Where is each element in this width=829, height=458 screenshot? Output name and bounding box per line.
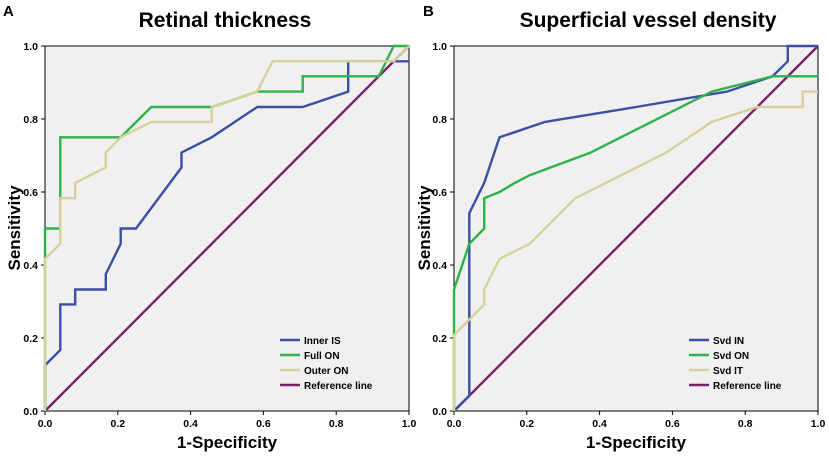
panel-a-series xyxy=(43,44,410,412)
panel-b-legend: Svd IN Svd ON Svd IT Reference line xyxy=(689,334,815,398)
panel-a-y-tick-label-1: 0.2 xyxy=(23,333,38,345)
panel-b-y-tick-label-0: 0.0 xyxy=(432,406,447,418)
panel-a-series-reference-line xyxy=(44,45,410,412)
panel-a-letter: A xyxy=(3,3,14,20)
panel-b-x-tick-label-4: 0.8 xyxy=(738,418,753,430)
panel-b-x-tick-label-1: 0.2 xyxy=(519,418,534,430)
panel-b-y-tick-label-5: 1.0 xyxy=(432,41,447,53)
panel-a-x-tick-label-3: 0.6 xyxy=(256,418,271,430)
panel-b-letter: B xyxy=(423,3,434,20)
panel-b-y-tick-label-1: 0.2 xyxy=(432,333,447,345)
panel-a-legend-label-outer-on: Outer ON xyxy=(304,366,348,377)
panel-a-y-tick-label-0: 0.0 xyxy=(23,406,38,418)
panel-b-x-axis-label: 1-Specificity xyxy=(586,433,687,452)
panel-a-y-tick-label-3: 0.6 xyxy=(23,187,38,199)
panel-a: A Retinal thickness 0.0 0.2 0.4 0.6 0.8 1.00.… xyxy=(3,3,416,452)
panel-a-x-tick-label-0: 0.0 xyxy=(38,418,53,430)
panel-b-x-tick-label-2: 0.4 xyxy=(592,418,607,430)
panel-b-y-axis-label: Sensitivity xyxy=(415,185,434,271)
panel-a-title: Retinal thickness xyxy=(139,9,312,32)
panel-a-y-tick-label-5: 1.0 xyxy=(23,41,38,53)
panel-b-y-tick-label-3: 0.6 xyxy=(432,187,447,199)
panel-b: B Superficial vessel density 0.0 0.2 0.4 0.… xyxy=(415,3,825,452)
panel-a-series-outer-on xyxy=(43,45,410,411)
panel-b-legend-label-svd-in: Svd IN xyxy=(713,336,744,347)
panel-a-x-axis-label: 1-Specificity xyxy=(177,433,278,452)
panel-b-legend-label-svd-on: Svd ON xyxy=(713,351,749,362)
panel-b-y-tick-label-2: 0.4 xyxy=(432,260,447,272)
panel-a-legend-label-full-on: Full ON xyxy=(304,351,340,362)
panel-a-legend-box xyxy=(280,334,406,398)
panel-a-x-tick-label-4: 0.8 xyxy=(329,418,344,430)
panel-a-series-inner-is xyxy=(43,60,409,411)
panel-a-legend-label-reference-line: Reference line xyxy=(304,381,373,392)
panel-a-y-axis-label: Sensitivity xyxy=(5,185,24,271)
panel-b-series-svd-on xyxy=(452,75,818,411)
panel-a-x-tick-label-1: 0.2 xyxy=(110,418,125,430)
panel-b-legend-label-reference-line: Reference line xyxy=(713,381,782,392)
panel-b-x-tick-label-3: 0.6 xyxy=(665,418,680,430)
panel-a-ticks: 0.0 0.2 0.4 0.6 0.8 1.0 0.0 0.2 0.4 0.6 0.8 1.0 xyxy=(23,41,416,430)
panel-a-legend: Inner IS Full ON Outer ON Reference line xyxy=(280,334,406,398)
panel-b-legend-box xyxy=(689,334,815,398)
panel-a-legend-label-inner-is: Inner IS xyxy=(304,336,341,347)
panel-b-title: Superficial vessel density xyxy=(520,9,777,32)
panel-a-x-tick-label-2: 0.4 xyxy=(183,418,198,430)
panel-a-y-tick-label-4: 0.8 xyxy=(23,114,38,126)
panel-b-x-tick-label-5: 1.0 xyxy=(811,418,826,430)
panel-b-series xyxy=(452,44,819,412)
panel-b-legend-label-svd-it: Svd IT xyxy=(713,366,743,377)
panel-b-series-svd-it xyxy=(452,90,818,411)
panel-a-y-tick-label-2: 0.4 xyxy=(23,260,38,272)
panel-b-y-tick-label-4: 0.8 xyxy=(432,114,447,126)
panel-b-x-tick-label-0: 0.0 xyxy=(447,418,462,430)
panel-a-x-tick-label-5: 1.0 xyxy=(402,418,417,430)
panel-b-ticks: 0.0 0.2 0.4 0.6 0.8 1.0 0.0 0.2 0.4 0.6 0.8 1.0 xyxy=(432,41,825,430)
